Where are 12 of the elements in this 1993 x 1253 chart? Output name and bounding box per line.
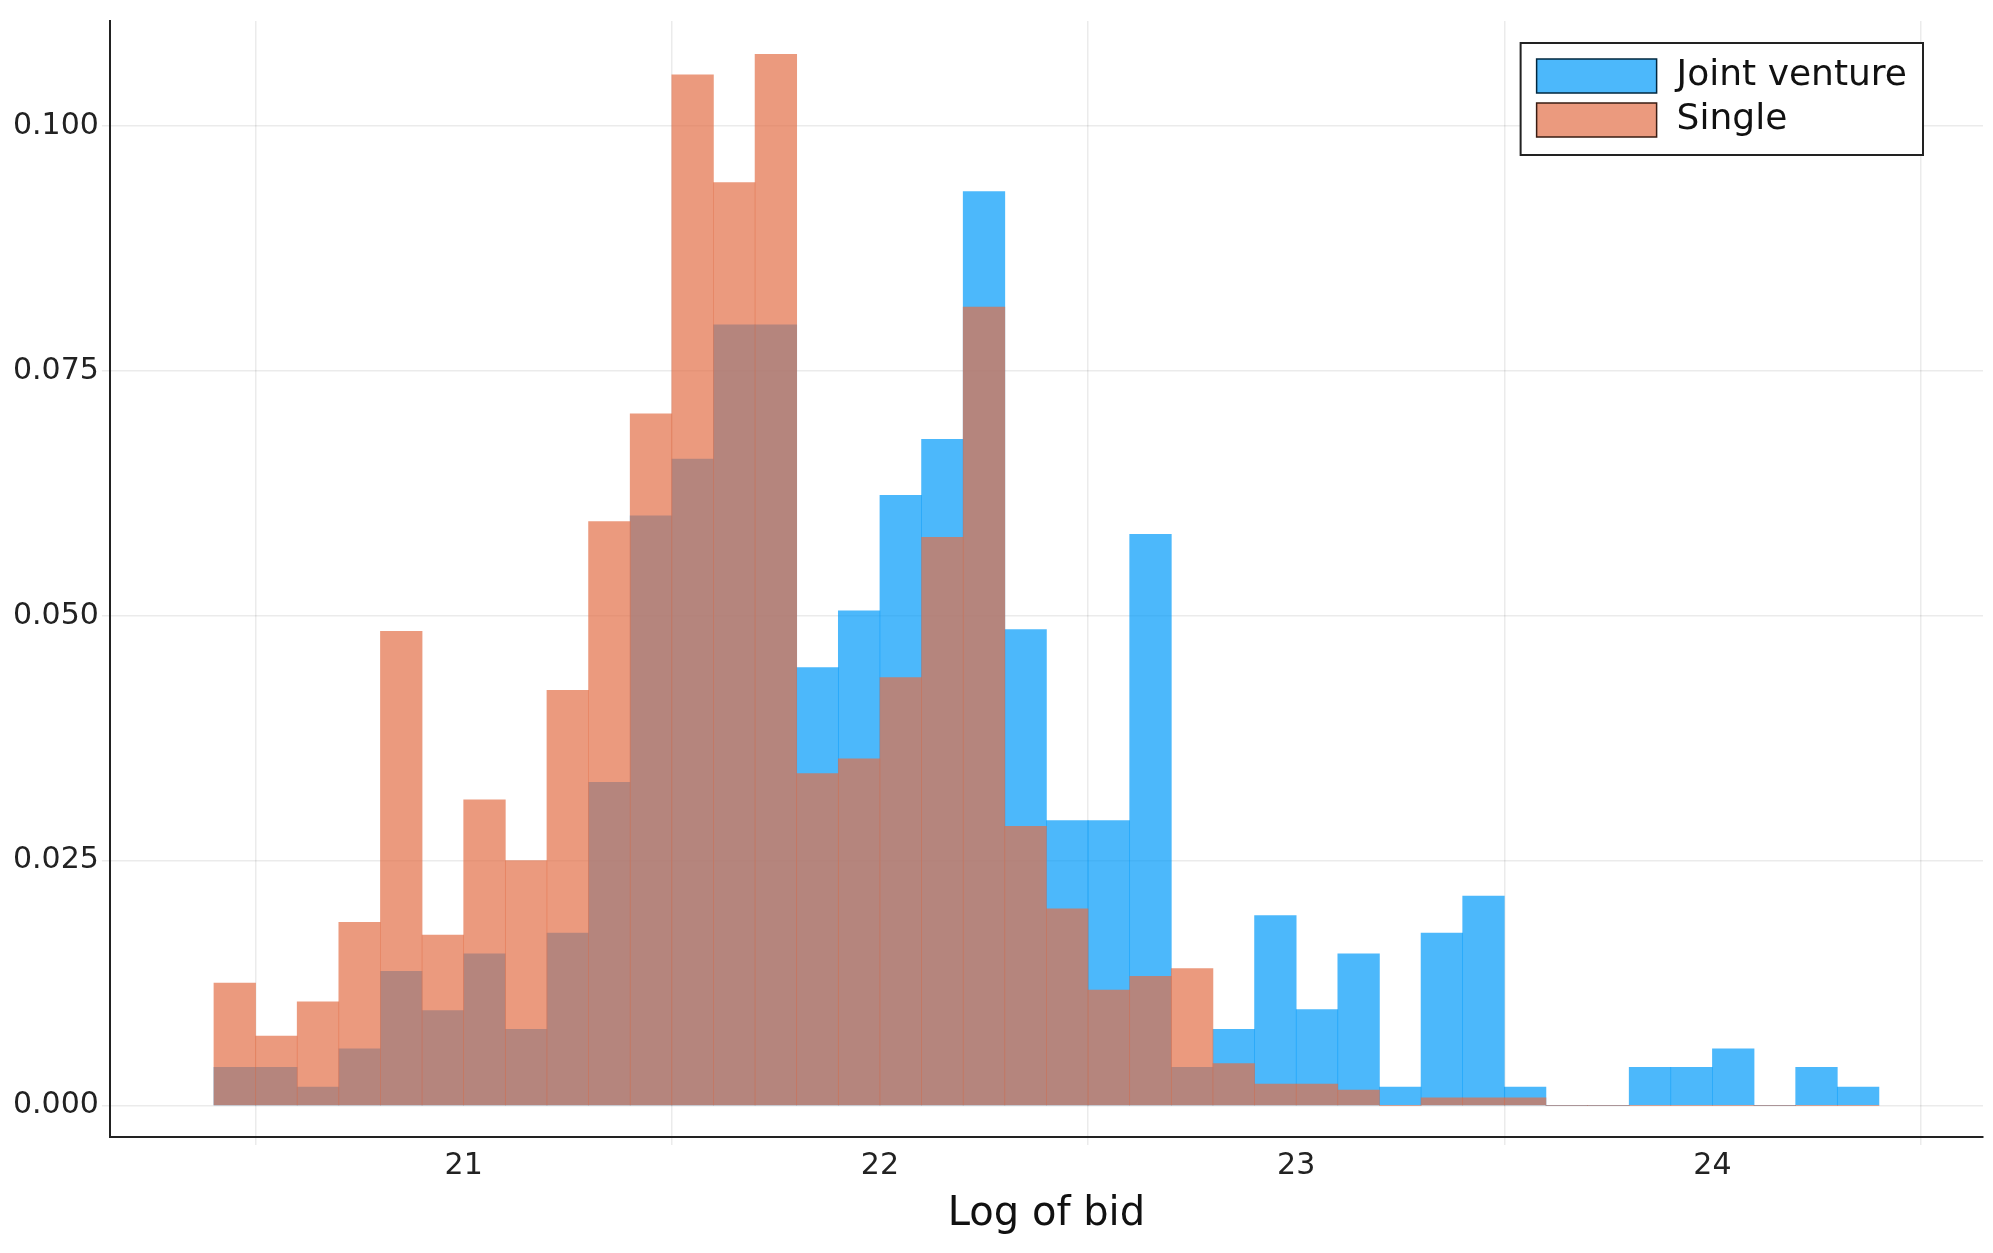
x-tick-label: 21: [444, 1145, 483, 1181]
y-tick-label: 0.000: [12, 1085, 99, 1121]
x-axis-title: Log of bid: [947, 1188, 1146, 1235]
legend-label: Joint venture: [1674, 52, 1908, 94]
y-tick-label: 0.025: [12, 840, 99, 876]
y-tick-label: 0.075: [12, 350, 99, 386]
x-tick-label: 24: [1693, 1145, 1732, 1181]
x-tick-label: 23: [1277, 1145, 1316, 1181]
y-tick-label: 0.050: [12, 595, 99, 631]
x-tick-label: 22: [860, 1145, 900, 1181]
legend-label: Single: [1676, 96, 1788, 138]
y-tick-label: 0.100: [12, 105, 99, 141]
